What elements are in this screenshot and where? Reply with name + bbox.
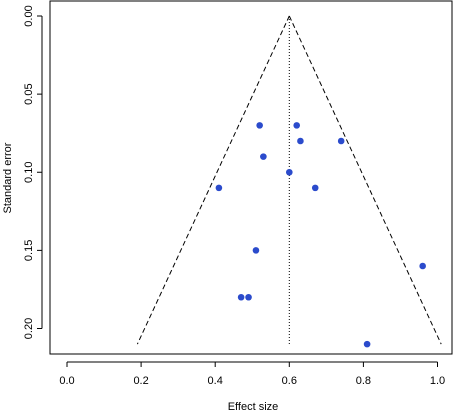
- data-point: [252, 247, 260, 254]
- x-tick-label: 0.0: [59, 375, 74, 387]
- x-tick-label: 0.8: [356, 375, 371, 387]
- data-point: [256, 122, 263, 129]
- data-point: [297, 137, 304, 145]
- data-point: [293, 122, 301, 129]
- y-axis-title: Standard error: [2, 142, 14, 213]
- plot-frame: [49, 0, 453, 355]
- y-tick-label: 0.10: [23, 162, 35, 183]
- funnel-right-line: [288, 15, 442, 345]
- data-point: [215, 184, 223, 192]
- x-tick-label: 0.2: [133, 375, 148, 387]
- x-tick-label: 0.6: [282, 375, 297, 387]
- data-point: [286, 168, 293, 176]
- x-axis: 0.0 0.2 0.4 0.6 0.8 1.0: [59, 361, 445, 387]
- data-point: [363, 340, 371, 348]
- y-axis: 0.00 0.05 0.10 0.15 0.20: [23, 5, 43, 339]
- data-point: [245, 293, 252, 301]
- x-tick-label: 0.4: [208, 375, 223, 387]
- y-tick-label: 0.00: [23, 5, 35, 26]
- funnel-lines: [136, 15, 442, 345]
- x-tick-label: 1.0: [430, 375, 445, 387]
- data-point: [260, 153, 267, 160]
- y-tick-label: 0.05: [23, 83, 35, 104]
- y-tick-label: 0.20: [23, 318, 35, 339]
- data-points: [215, 122, 426, 348]
- funnel-left-line: [136, 15, 290, 345]
- data-point: [311, 184, 319, 192]
- y-tick-label: 0.15: [23, 240, 35, 261]
- x-axis-title: Effect size: [228, 401, 279, 412]
- data-point: [337, 137, 345, 145]
- data-point: [419, 262, 426, 270]
- data-point: [237, 293, 245, 301]
